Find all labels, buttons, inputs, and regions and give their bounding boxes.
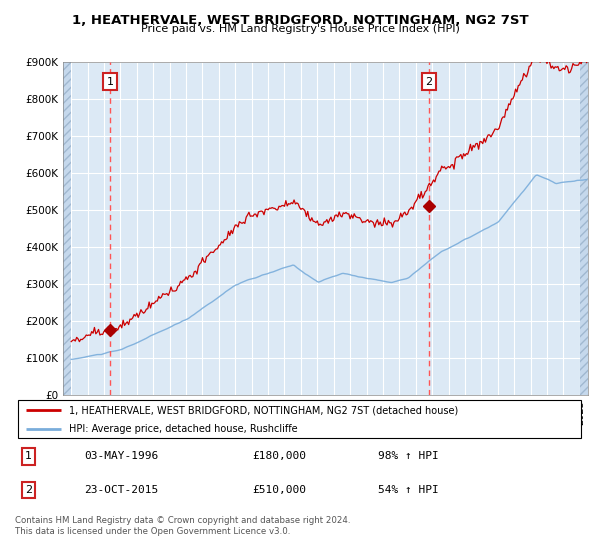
Bar <box>580 62 588 395</box>
Text: 1, HEATHERVALE, WEST BRIDGFORD, NOTTINGHAM, NG2 7ST (detached house): 1, HEATHERVALE, WEST BRIDGFORD, NOTTINGH… <box>69 405 458 415</box>
Text: 2: 2 <box>25 485 32 495</box>
Text: £180,000: £180,000 <box>252 451 306 461</box>
Text: 1: 1 <box>25 451 32 461</box>
Text: Price paid vs. HM Land Registry's House Price Index (HPI): Price paid vs. HM Land Registry's House … <box>140 24 460 34</box>
Text: 2: 2 <box>425 77 433 87</box>
Text: HPI: Average price, detached house, Rushcliffe: HPI: Average price, detached house, Rush… <box>69 424 298 433</box>
FancyBboxPatch shape <box>18 400 581 438</box>
Text: 03-MAY-1996: 03-MAY-1996 <box>84 451 158 461</box>
Text: 1, HEATHERVALE, WEST BRIDGFORD, NOTTINGHAM, NG2 7ST: 1, HEATHERVALE, WEST BRIDGFORD, NOTTINGH… <box>71 14 529 27</box>
Text: £510,000: £510,000 <box>252 485 306 495</box>
Text: 1: 1 <box>107 77 113 87</box>
Text: 54% ↑ HPI: 54% ↑ HPI <box>378 485 439 495</box>
Text: Contains HM Land Registry data © Crown copyright and database right 2024.
This d: Contains HM Land Registry data © Crown c… <box>15 516 350 536</box>
Text: 98% ↑ HPI: 98% ↑ HPI <box>378 451 439 461</box>
Bar <box>63 62 71 395</box>
Text: 23-OCT-2015: 23-OCT-2015 <box>84 485 158 495</box>
